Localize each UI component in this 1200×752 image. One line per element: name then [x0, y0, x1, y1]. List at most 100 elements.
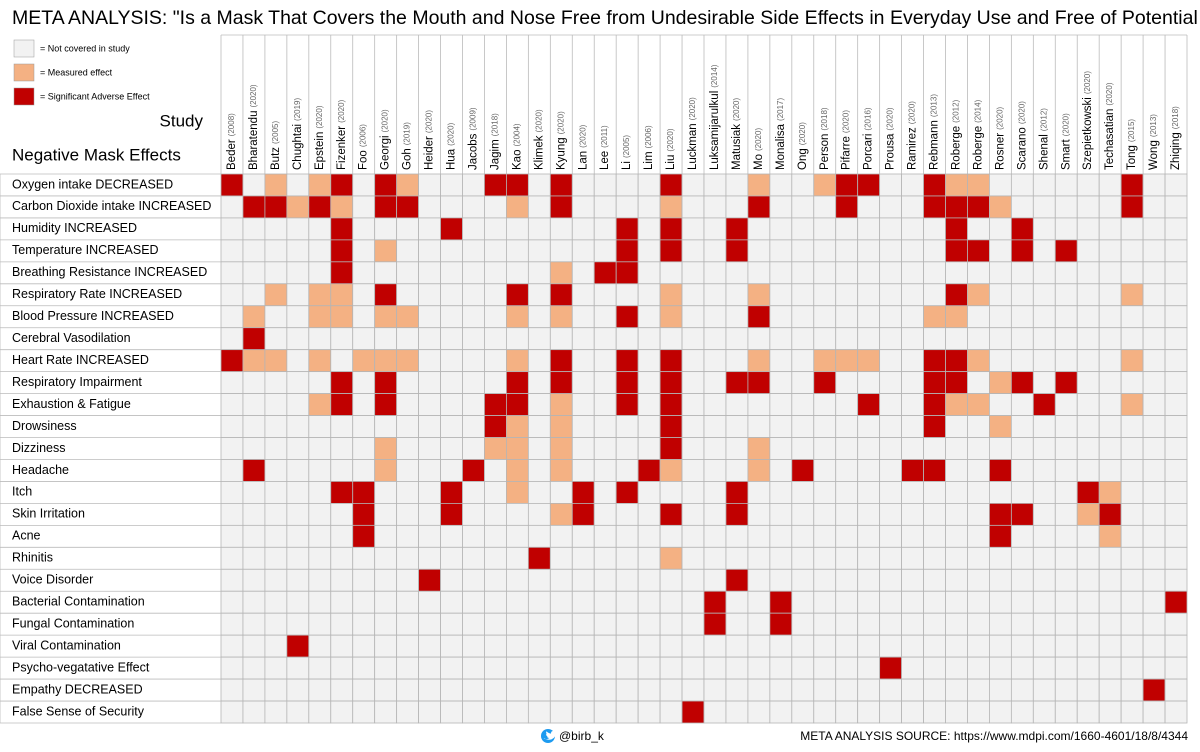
cell [1098, 568, 1122, 592]
cell [242, 173, 266, 197]
cell [967, 568, 990, 592]
cell [1120, 239, 1144, 263]
cell [681, 590, 705, 614]
cell [440, 371, 463, 395]
cell [1076, 634, 1100, 658]
study-name: Chughtai [292, 124, 304, 170]
cell [857, 217, 881, 241]
cell [725, 283, 749, 307]
cell [571, 481, 595, 504]
cell [1164, 481, 1188, 504]
cell [1142, 502, 1166, 526]
cell [220, 481, 244, 504]
cell [857, 327, 881, 351]
cell [593, 481, 617, 504]
cell [1076, 656, 1100, 680]
source[interactable]: META ANALYSIS SOURCE: https://www.mdpi.c… [800, 729, 1188, 743]
cell [1010, 481, 1034, 504]
cell [747, 612, 771, 636]
cell [769, 481, 793, 504]
cell [549, 524, 573, 548]
cell [506, 700, 529, 724]
cell [747, 481, 771, 504]
cell [681, 349, 705, 373]
cell [1098, 502, 1122, 526]
cell [703, 217, 727, 241]
cell [571, 502, 595, 526]
cell [462, 612, 485, 636]
cell [1076, 327, 1100, 351]
cell [418, 217, 441, 241]
study-name: Kao [511, 150, 523, 170]
cell [220, 678, 244, 702]
cell [330, 459, 354, 482]
cell [901, 568, 924, 592]
cell [286, 283, 310, 307]
study-name: Ramirez [907, 127, 919, 170]
cell [1142, 195, 1166, 219]
cell [242, 546, 266, 570]
cell [659, 502, 683, 526]
twitter-handle[interactable]: @birb_k [559, 729, 605, 743]
study-label: Heider (2020) [424, 110, 436, 170]
cell [593, 415, 617, 438]
cell [1098, 415, 1122, 438]
study-label: Techasatian (2020) [1104, 82, 1116, 170]
cell [681, 612, 705, 636]
study-name: Tong [1126, 145, 1138, 170]
cell [418, 568, 441, 592]
cell [549, 217, 573, 241]
cell [835, 524, 859, 548]
study-year: (2020) [754, 128, 763, 151]
cell [506, 239, 529, 263]
cell [725, 371, 749, 395]
cell [857, 195, 881, 219]
cell [1142, 481, 1166, 504]
cell [615, 393, 639, 416]
cell [1164, 195, 1188, 219]
cell [264, 283, 288, 307]
cell [967, 327, 990, 351]
row-label: Heart Rate INCREASED [12, 353, 149, 367]
cell [1164, 305, 1188, 329]
cell [220, 261, 244, 285]
study-name: Pifarre [841, 136, 853, 170]
row-label: Dizziness [12, 441, 66, 455]
cell [835, 305, 859, 329]
cell [769, 173, 793, 197]
cell [901, 415, 924, 438]
cell [286, 568, 310, 592]
study-label: Matusiak (2020) [731, 98, 743, 170]
cell [1054, 634, 1078, 658]
cell [330, 524, 354, 548]
cell [945, 415, 968, 438]
cell [308, 327, 332, 351]
cell [1098, 217, 1122, 241]
cell [220, 349, 244, 373]
cell [1120, 173, 1144, 197]
cell [549, 481, 573, 504]
cell [989, 546, 1012, 570]
cell [1120, 217, 1144, 241]
cell [286, 656, 310, 680]
cell [879, 349, 902, 373]
cell [989, 305, 1012, 329]
cell [879, 437, 902, 460]
cell [1142, 305, 1166, 329]
cell [967, 656, 990, 680]
cell [725, 173, 749, 197]
cell [462, 217, 485, 241]
cell [615, 239, 639, 263]
cell [923, 437, 946, 460]
cell [440, 393, 463, 416]
cell [791, 239, 815, 263]
cell [242, 437, 266, 460]
cell [945, 283, 968, 307]
cell [791, 612, 815, 636]
cell [989, 239, 1012, 263]
cell [1010, 393, 1034, 416]
cell [879, 371, 902, 395]
study-year: (2018) [1171, 106, 1180, 129]
cell [308, 502, 332, 526]
cell [1142, 217, 1166, 241]
